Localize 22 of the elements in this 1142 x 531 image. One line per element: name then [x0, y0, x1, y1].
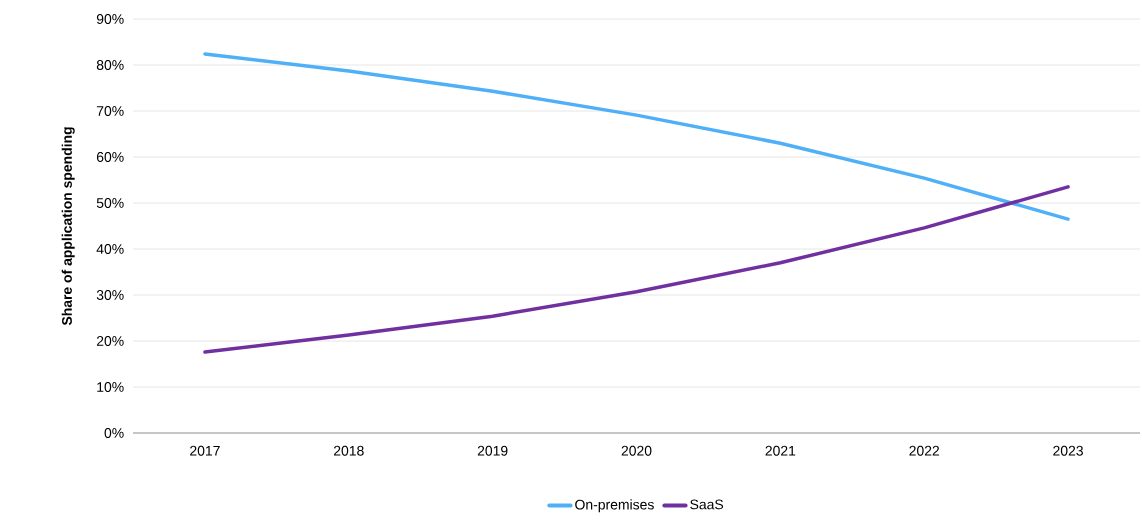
- legend-label: On-premises: [575, 499, 654, 513]
- y-tick-label: 30%: [96, 290, 124, 300]
- y-tick-label: 60%: [96, 152, 124, 162]
- y-tick-label: 70%: [96, 106, 124, 116]
- y-axis-title: Share of application spending: [61, 127, 75, 326]
- x-tick-label: 2021: [765, 445, 796, 456]
- x-tick-label: 2018: [333, 445, 364, 456]
- x-tick-label: 2017: [190, 445, 220, 456]
- line-series: [203, 185, 1070, 354]
- x-tick-label: 2022: [909, 445, 940, 456]
- y-tick-label: 0%: [104, 428, 124, 438]
- y-tick-label: 90%: [96, 14, 124, 24]
- x-tick-label: 2023: [1053, 445, 1083, 456]
- y-tick-label: 50%: [96, 198, 124, 208]
- y-tick-label: 10%: [97, 382, 124, 392]
- line-series: [203, 52, 1070, 221]
- x-tick-label: 2020: [621, 445, 652, 456]
- x-tick-label: 2019: [477, 445, 508, 456]
- legend-label: SaaS: [690, 499, 724, 510]
- y-tick-label: 80%: [96, 60, 124, 70]
- y-tick-label: 40%: [96, 244, 124, 254]
- y-tick-label: 20%: [96, 336, 124, 346]
